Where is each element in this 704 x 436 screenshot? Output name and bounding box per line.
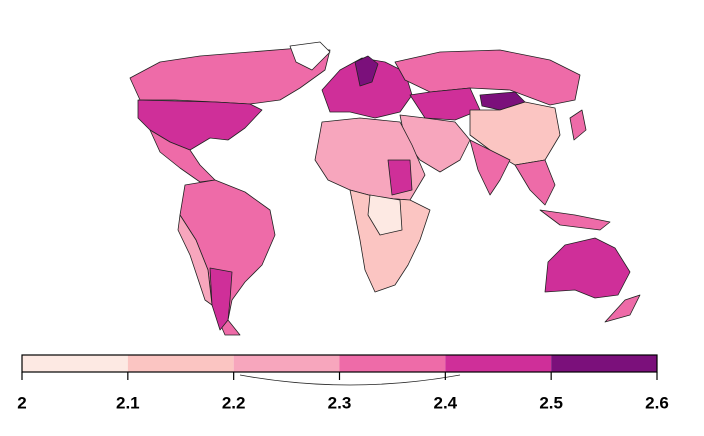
greenland	[289, 41, 331, 71]
africa-central	[367, 194, 403, 236]
peru-chile	[177, 214, 213, 306]
new-zealand	[604, 294, 641, 323]
legend-bin	[445, 355, 552, 372]
scandinavia	[354, 55, 379, 87]
russia	[394, 49, 581, 106]
legend-bin	[22, 355, 128, 372]
tick-label: 2.2	[222, 393, 246, 412]
world-map	[129, 41, 641, 386]
legend-bin	[551, 355, 657, 372]
legend-bin	[233, 355, 340, 372]
color-legend: 2 2.1 2.2 2.3 2.4 2.5 2.6	[17, 354, 669, 412]
usa	[137, 99, 263, 151]
antarctica-edge	[239, 374, 461, 386]
tick-label: 2.4	[434, 393, 458, 412]
china	[469, 101, 561, 166]
indonesia	[539, 209, 611, 231]
tick-label: 2.6	[645, 393, 669, 412]
canada	[129, 47, 331, 105]
sudan	[387, 159, 413, 196]
legend-bin	[127, 355, 234, 372]
argentina	[209, 267, 233, 331]
australia	[544, 237, 631, 299]
tick-label: 2.3	[328, 393, 352, 412]
central-asia	[409, 87, 481, 121]
se-asia	[514, 159, 556, 206]
legend-bin	[339, 355, 446, 372]
tick-label: 2.5	[539, 393, 563, 412]
tick-label: 2.1	[116, 393, 140, 412]
india	[469, 139, 511, 196]
tick-label: 2	[17, 393, 26, 412]
japan	[569, 109, 587, 141]
